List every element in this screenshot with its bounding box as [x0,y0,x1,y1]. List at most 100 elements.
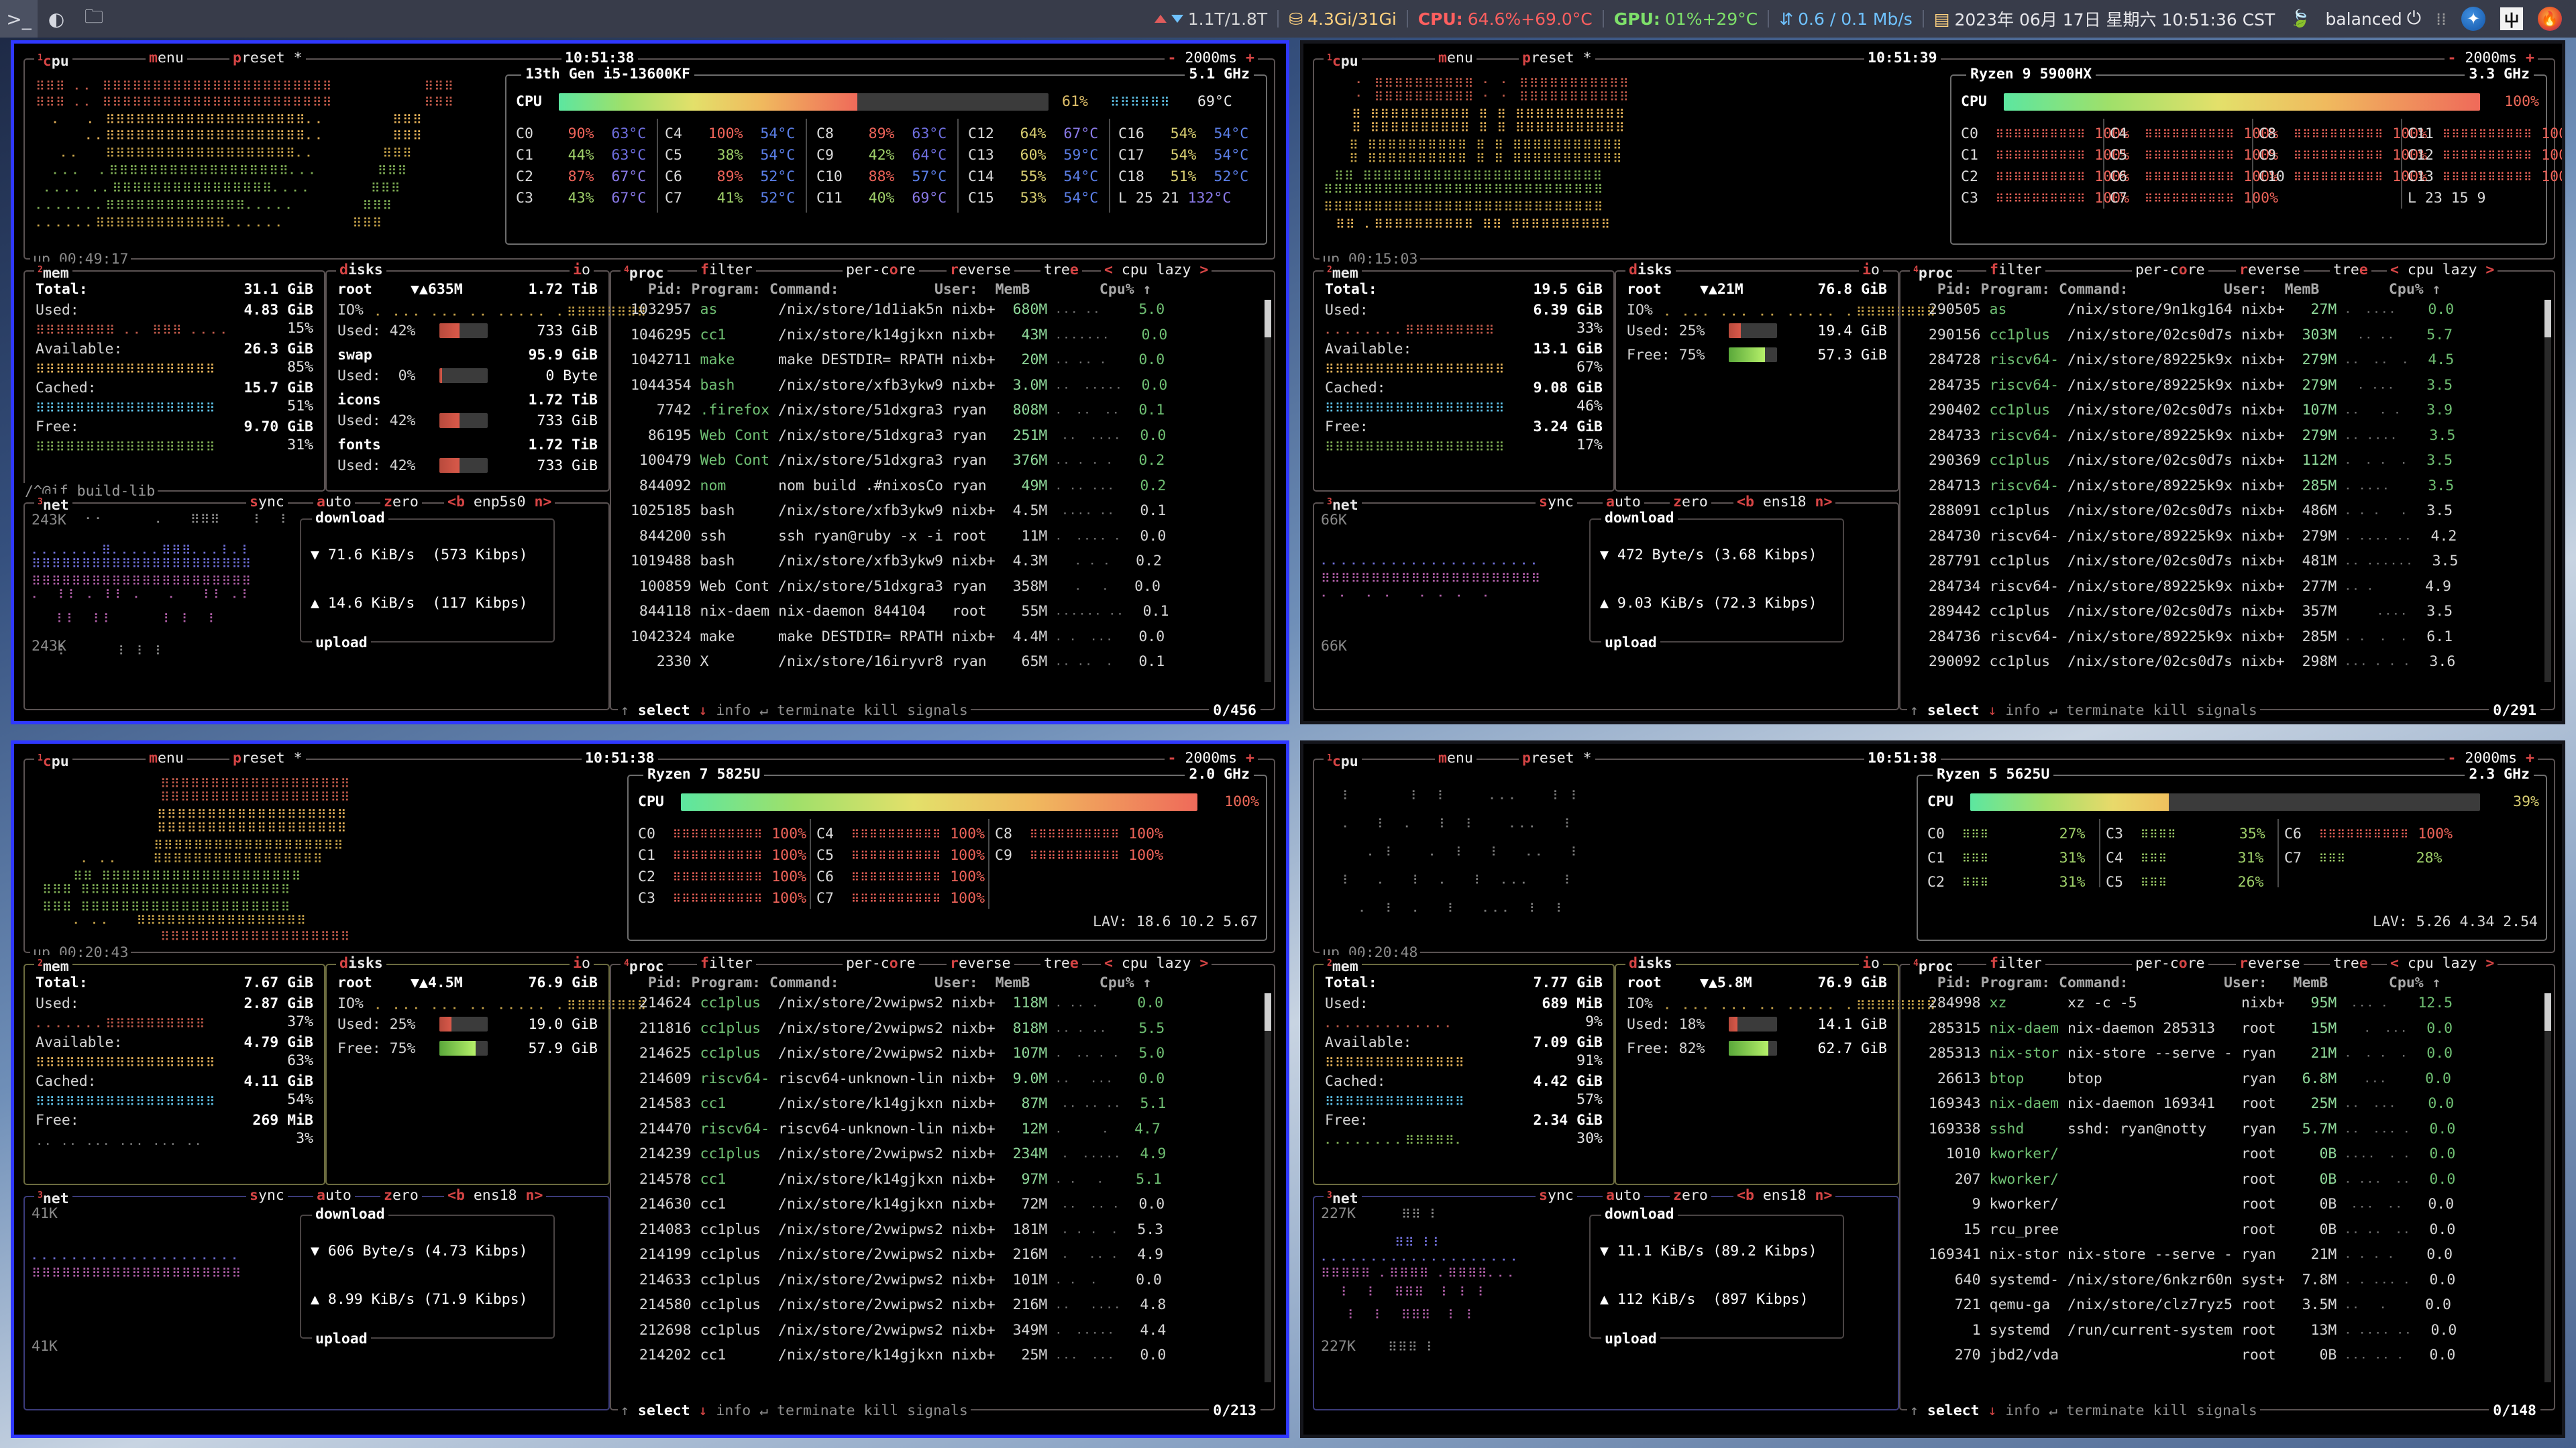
cpu-preset-button[interactable]: preset * [229,750,306,767]
proc-scrollbar-3[interactable] [1265,993,1271,1382]
proc-row[interactable]: 214580 cc1plus /nix/store/2vwipws2 nixb+… [622,1296,1166,1315]
cpu-menu-button[interactable]: menu [146,50,187,67]
proc-scrollbar-2[interactable] [2544,300,2551,682]
disks-box-2[interactable]: disks io root ▼▲21M 76.8 GiB IO% ⠄ ⠄⠄⠄ ⠄⠄⠄ ⠄… [1615,270,1899,492]
proc-row[interactable]: 844200 ssh ssh ryan@ruby -x -i root 11M … [622,528,1166,546]
proc-reverse-toggle[interactable]: reverse [2236,262,2304,279]
proc-row[interactable]: 169343 nix-daem nix-daemon 169341 root 2… [1911,1095,2454,1113]
proc-row[interactable]: 214625 cc1plus /nix/store/2vwipws2 nixb+… [622,1045,1165,1063]
proc-sort-selector[interactable]: < cpu lazy > [1101,955,1212,972]
proc-row[interactable]: 15 rcu_pree root 0B ⠄⠄ ⠄⠄ ⠄⠄ 0.0 [1911,1221,2455,1239]
net-box-4[interactable]: 3net sync auto zero <b ens18 n> 227K 227… [1313,1196,1899,1410]
cpu-update-interval[interactable]: - 2000ms + [1165,50,1258,67]
proc-row[interactable]: 270 jbd2/vda root 0B ⠄⠄⠄ ⠄⠄ ⠄ 0.0 [1911,1347,2455,1365]
cpu-box-1[interactable]: 1cpu menu preset * 10:51:38 - 2000ms + ⠿… [23,58,1275,260]
proc-row[interactable]: 86195 Web Cont /nix/store/51dxgra3 ryan … [622,427,1166,445]
proc-row[interactable]: 1042711 make make DESTDIR= RPATH nixb+ 2… [622,351,1165,370]
net-auto-toggle[interactable]: auto [1603,1187,1644,1205]
proc-row[interactable]: 640 systemd- /nix/store/6nkzr60n syst+ 7… [1911,1272,2455,1290]
net-sync-toggle[interactable]: sync [246,1187,288,1205]
proc-sort-selector[interactable]: < cpu lazy > [2387,955,2498,972]
net-iface-selector[interactable]: <b ens18 n> [444,1187,546,1205]
net-zero-toggle[interactable]: zero [380,494,422,511]
proc-row[interactable]: 214630 cc1 /nix/store/k14gjkxn nixb+ 72M… [622,1196,1165,1214]
clock-date[interactable]: ▤ 2023年 06月 17日 星期六 10:51:36 CST [1927,7,2282,31]
proc-box-1[interactable]: 4proc filter per-core reverse tree < cpu… [610,270,1275,710]
cpu-box-4[interactable]: 1cpu menu preset * 10:51:38 - 2000ms + ⠇… [1313,759,2555,953]
proc-row[interactable]: 721 qemu-ga /nix/store/clz7ryz5 root 3.5… [1911,1296,2451,1315]
proc-row[interactable]: 1032957 as /nix/store/1d1iak5n nixb+ 680… [622,301,1165,319]
proc-row[interactable]: 284734 riscv64- /nix/store/89225k9x nixb… [1911,578,2451,596]
proc-tree-toggle[interactable]: tree [2330,955,2371,972]
proc-scrollbar-4[interactable] [2544,993,2551,1382]
net-auto-toggle[interactable]: auto [1603,494,1644,511]
proc-percore-toggle[interactable]: per-core [843,262,919,279]
proc-row[interactable]: 287791 cc1plus /nix/store/02cs0d7s nixb+… [1911,553,2458,571]
proc-row[interactable]: 1044354 bash /nix/store/xfb3ykw9 nixb+ 3… [622,377,1167,395]
proc-percore-toggle[interactable]: per-core [2132,955,2208,972]
proc-row[interactable]: 212698 cc1plus /nix/store/2vwipws2 nixb+… [622,1322,1166,1340]
net-auto-toggle[interactable]: auto [313,494,355,511]
proc-row[interactable]: 290156 cc1plus /nix/store/02cs0d7s nixb+… [1911,327,2453,345]
mem-box-3[interactable]: 2mem Total: 7.67 GiB Used: 2.87 GiB ⠄⠄⠄⠄… [23,964,325,1185]
proc-row[interactable]: 284730 riscv64- /nix/store/89225k9x nixb… [1911,528,2457,546]
proc-tree-toggle[interactable]: tree [1040,262,1082,279]
power-profile[interactable]: balanced ⏻ [2318,8,2428,30]
panel-top-left-window[interactable]: 1cpu menu preset * 10:51:38 - 2000ms + ⠿… [11,40,1289,724]
bluetooth-icon[interactable]: ✦ [2454,7,2493,31]
mem-box-2[interactable]: 2mem Total: 19.5 GiB Used: 6.39 GiB ⠄⠄⠄⠄… [1313,270,1615,492]
proc-row[interactable]: 214609 riscv64- riscv64-unknown-lin nixb… [622,1070,1165,1089]
proc-row[interactable]: 100479 Web Cont /nix/store/51dxgra3 ryan… [622,452,1165,470]
cpu-update-interval[interactable]: - 2000ms + [2445,50,2538,67]
net-zero-toggle[interactable]: zero [1670,1187,1711,1205]
proc-row[interactable]: 169338 sshd sshd: ryan@notty ryan 5.7M ⠄… [1911,1121,2455,1139]
disks-box-4[interactable]: disks io root ▼▲5.8M 76.9 GiB IO% ⠄ ⠄⠄⠄ ⠄⠄⠄ … [1615,964,1899,1185]
proc-row[interactable]: 290092 cc1plus /nix/store/02cs0d7s nixb+… [1911,653,2455,671]
leaf-icon[interactable]: 🍃 [2282,9,2318,29]
proc-row[interactable]: 214083 cc1plus /nix/store/2vwipws2 nixb+… [622,1221,1163,1239]
cpu-box-3[interactable]: 1cpu menu preset * 10:51:38 - 2000ms + ⠿… [23,759,1275,953]
panel-bottom-left-window[interactable]: 1cpu menu preset * 10:51:38 - 2000ms + ⠿… [11,740,1289,1438]
proc-row[interactable]: 100859 Web Cont /nix/store/51dxgra3 ryan… [622,578,1161,596]
proc-row[interactable]: 214239 cc1plus /nix/store/2vwipws2 nixb+… [622,1146,1166,1164]
panel-top-right-window[interactable]: 1cpu menu preset * 10:51:39 - 2000ms + ⠂… [1300,40,2565,724]
proc-box-2[interactable]: 4proc filter per-core reverse tree < cpu… [1899,270,2555,710]
mem-box-4[interactable]: 2mem Total: 7.77 GiB Used: 689 MiB ⠄⠄⠄⠄⠄… [1313,964,1615,1185]
proc-row[interactable]: 214202 cc1 /nix/store/k14gjkxn nixb+ 25M… [622,1347,1166,1365]
proc-reverse-toggle[interactable]: reverse [947,955,1014,972]
proc-row[interactable]: 1019488 bash /nix/store/xfb3ykw9 nixb+ 4… [622,553,1162,571]
proc-row[interactable]: 1 systemd /run/current-system root 13M ⠄… [1911,1322,2457,1340]
proc-row[interactable]: 290505 as /nix/store/9n1kg164 nixb+ 27M … [1911,301,2454,319]
proc-reverse-toggle[interactable]: reverse [2236,955,2304,972]
net-box-2[interactable]: 3net sync auto zero <b ens18 n> 66K 66K … [1313,502,1899,710]
cpu-update-interval[interactable]: - 2000ms + [1165,750,1258,767]
disks-box-1[interactable]: disks io root ▼▲635M 1.72 TiB IO% ⠄ ⠄⠄⠄ ⠄⠄⠄ … [325,270,610,492]
proc-row[interactable]: 844092 nom nom build .#nixosCo ryan 49M … [622,478,1166,496]
net-sync-toggle[interactable]: sync [1536,494,1577,511]
ime-icon[interactable]: 屮 [2493,7,2530,30]
proc-row[interactable]: 26613 btop btop ryan 6.8M ⠄⠄⠄ 0.0 [1911,1070,2451,1089]
proc-percore-toggle[interactable]: per-core [2132,262,2208,279]
panel-bottom-right-window[interactable]: 1cpu menu preset * 10:51:38 - 2000ms + ⠇… [1300,740,2565,1438]
proc-row[interactable]: 9 kworker/ root 0B ⠄⠄⠄ ⠄⠄ 0.0 [1911,1196,2454,1214]
proc-scrollbar-1[interactable] [1265,300,1271,682]
proc-tree-toggle[interactable]: tree [2330,262,2371,279]
proc-row[interactable]: 290369 cc1plus /nix/store/02cs0d7s nixb+… [1911,452,2453,470]
proc-row[interactable]: 214624 cc1plus /nix/store/2vwipws2 nixb+… [622,995,1163,1013]
proc-sort-selector[interactable]: < cpu lazy > [1101,262,1212,279]
proc-row[interactable]: 2330 X /nix/store/16iryvr8 ryan 65M ⠄⠄ ⠄… [622,653,1165,671]
cpu-menu-button[interactable]: menu [1435,750,1477,767]
net-box-3[interactable]: 3net sync auto zero <b ens18 n> 41K 41K … [23,1196,610,1410]
proc-row[interactable]: 844118 nix-daem nix-daemon 844104 root 5… [622,603,1169,621]
proc-row[interactable]: 214583 cc1 /nix/store/k14gjkxn nixb+ 87M… [622,1095,1166,1113]
cpu-preset-button[interactable]: preset * [229,50,306,67]
cpu-update-interval[interactable]: - 2000ms + [2445,750,2538,767]
cpu-preset-button[interactable]: preset * [1519,50,1595,67]
cpu-menu-button[interactable]: menu [146,750,187,767]
proc-filter-button[interactable]: filter [697,262,756,279]
proc-row[interactable]: 288091 cc1plus /nix/store/02cs0d7s nixb+… [1911,502,2453,520]
net-iface-selector[interactable]: <b enp5s0 n> [444,494,555,511]
proc-row[interactable]: 285313 nix-stor nix-store --serve - ryan… [1911,1045,2453,1063]
proc-row[interactable]: 1010 kworker/ root 0B ⠄⠄⠄⠄ ⠄ ⠄ 0.0 [1911,1146,2455,1164]
proc-box-4[interactable]: 4proc filter per-core reverse tree < cpu… [1899,964,2555,1410]
